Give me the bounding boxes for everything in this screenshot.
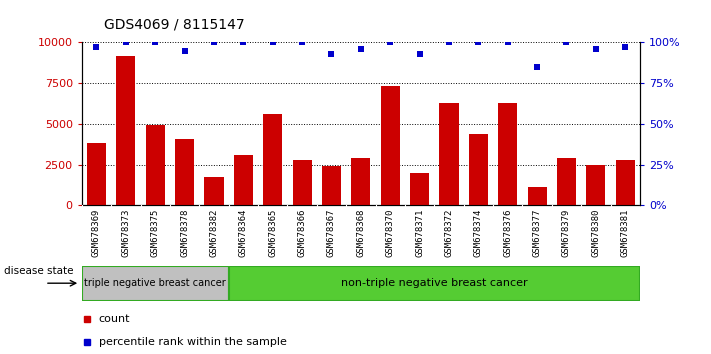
Point (237, 40, 249, 45)
Text: GSM678368: GSM678368 (356, 208, 365, 257)
Text: GSM678365: GSM678365 (268, 208, 277, 257)
Point (355, 46, 367, 52)
Text: GSM678369: GSM678369 (92, 208, 101, 257)
Point (473, 40, 484, 45)
Text: triple negative breast cancer: triple negative breast cancer (85, 278, 226, 288)
Point (91, 45, 102, 50)
Point (326, 51, 337, 57)
Text: non-triple negative breast cancer: non-triple negative breast cancer (341, 278, 528, 288)
Text: GSM678366: GSM678366 (298, 208, 306, 257)
Bar (557, 158, 576, 205)
Text: count: count (99, 314, 130, 325)
Text: GSM678371: GSM678371 (415, 208, 424, 257)
Point (443, 40, 454, 45)
Text: GSM678373: GSM678373 (122, 208, 130, 257)
Bar (82, 266, 229, 301)
Bar (117, 56, 135, 205)
Bar (234, 155, 253, 205)
Text: GSM678370: GSM678370 (385, 208, 395, 257)
Bar (87, 143, 106, 205)
Bar (587, 165, 605, 205)
Text: GSM678367: GSM678367 (327, 208, 336, 257)
Bar (439, 103, 459, 205)
Text: GSM678364: GSM678364 (239, 208, 248, 257)
Text: disease state: disease state (4, 266, 73, 276)
Bar (410, 173, 429, 205)
Text: GSM678374: GSM678374 (474, 208, 483, 257)
Text: percentile rank within the sample: percentile rank within the sample (99, 337, 287, 348)
Point (385, 40, 396, 45)
Bar (292, 160, 311, 205)
Text: GSM678379: GSM678379 (562, 208, 571, 257)
Point (267, 40, 279, 45)
Bar (469, 134, 488, 205)
Bar (175, 138, 194, 205)
Bar (263, 114, 282, 205)
Text: GSM678376: GSM678376 (503, 208, 512, 257)
Point (179, 48, 191, 53)
Point (561, 40, 572, 45)
Text: GSM678378: GSM678378 (180, 208, 189, 257)
Bar (229, 266, 640, 301)
Bar (204, 177, 223, 205)
Point (414, 51, 425, 57)
Bar (380, 86, 400, 205)
Point (120, 40, 132, 45)
Text: GSM678382: GSM678382 (210, 208, 218, 257)
Point (296, 40, 308, 45)
Bar (498, 103, 518, 205)
Point (149, 40, 161, 45)
Point (590, 46, 602, 52)
Text: GSM678372: GSM678372 (444, 208, 454, 257)
Text: GDS4069 / 8115147: GDS4069 / 8115147 (104, 18, 245, 32)
Bar (322, 166, 341, 205)
Bar (616, 160, 635, 205)
Point (502, 40, 513, 45)
Text: GSM678380: GSM678380 (592, 208, 600, 257)
Point (531, 64, 542, 70)
Bar (528, 187, 547, 205)
Bar (351, 158, 370, 205)
Text: GSM678377: GSM678377 (533, 208, 542, 257)
Text: GSM678375: GSM678375 (151, 208, 160, 257)
Point (619, 45, 631, 50)
Point (208, 40, 220, 45)
Text: GSM678381: GSM678381 (621, 208, 630, 257)
Bar (146, 125, 165, 205)
